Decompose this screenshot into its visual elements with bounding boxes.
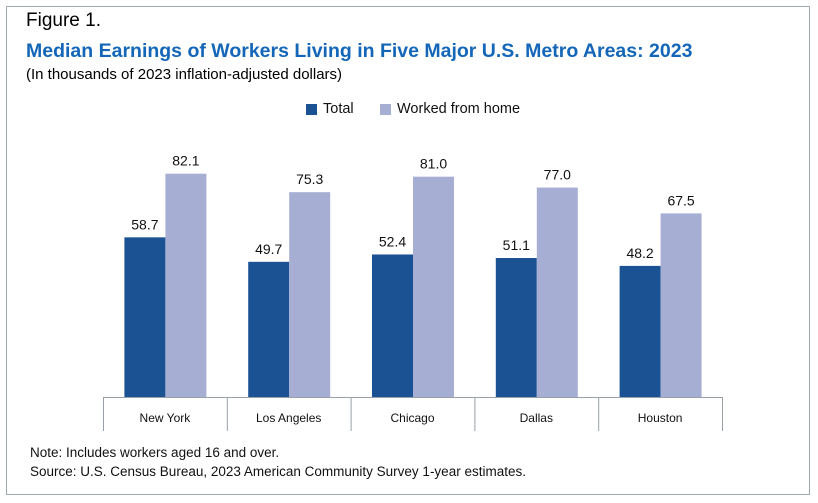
bar-wfh-houston [660, 213, 702, 397]
value-labels-group: 58.7 82.1 49.7 75.3 52.4 81.0 51.1 77.0 48.2 67.5 [131, 153, 695, 261]
legend-item-total: Total [306, 101, 354, 117]
chart-source: Source: U.S. Census Bureau, 2023 America… [30, 464, 526, 479]
category-label-new-york: New York [140, 411, 192, 425]
legend-swatch-total [306, 103, 317, 115]
category-label-houston: Houston [638, 411, 683, 425]
value-label-wfh-los-angeles: 75.3 [296, 171, 323, 187]
chart-title: Median Earnings of Workers Living in Fiv… [26, 40, 693, 62]
category-label-dallas: Dallas [520, 411, 553, 425]
value-label-total-houston: 48.2 [626, 245, 653, 261]
bar-total-los-angeles [248, 261, 290, 397]
legend-item-wfh: Worked from home [380, 101, 520, 117]
figure-label: Figure 1. [26, 10, 101, 31]
bar-wfh-los-angeles [289, 192, 331, 397]
value-label-total-new-york: 58.7 [131, 216, 158, 232]
category-labels-group: New York Los Angeles Chicago Dallas Houston [140, 411, 683, 425]
legend-label-total: Total [323, 101, 354, 117]
bars-group [124, 173, 702, 397]
bar-total-dallas [495, 258, 537, 397]
value-label-wfh-chicago: 81.0 [420, 156, 447, 172]
chart-note: Note: Includes workers aged 16 and over. [30, 445, 280, 460]
bar-wfh-new-york [165, 173, 207, 397]
bar-total-chicago [372, 254, 413, 397]
chart-subtitle: (In thousands of 2023 inflation-adjusted… [26, 66, 343, 83]
value-label-total-chicago: 52.4 [379, 233, 406, 249]
bar-total-new-york [124, 237, 166, 397]
x-axis [103, 397, 723, 431]
figure-frame [6, 6, 810, 495]
value-label-total-los-angeles: 49.7 [255, 241, 282, 257]
category-label-los-angeles: Los Angeles [256, 411, 321, 425]
value-label-total-dallas: 51.1 [503, 237, 530, 253]
bar-wfh-dallas [536, 187, 578, 397]
value-label-wfh-new-york: 82.1 [172, 153, 199, 169]
legend-swatch-wfh [380, 103, 391, 115]
bar-total-houston [619, 265, 661, 397]
value-label-wfh-dallas: 77.0 [544, 167, 571, 183]
bar-wfh-chicago [413, 176, 454, 397]
chart-legend: Total Worked from home [0, 101, 818, 121]
legend-label-wfh: Worked from home [397, 101, 521, 117]
category-label-chicago: Chicago [390, 411, 434, 425]
value-label-wfh-houston: 67.5 [667, 192, 694, 208]
